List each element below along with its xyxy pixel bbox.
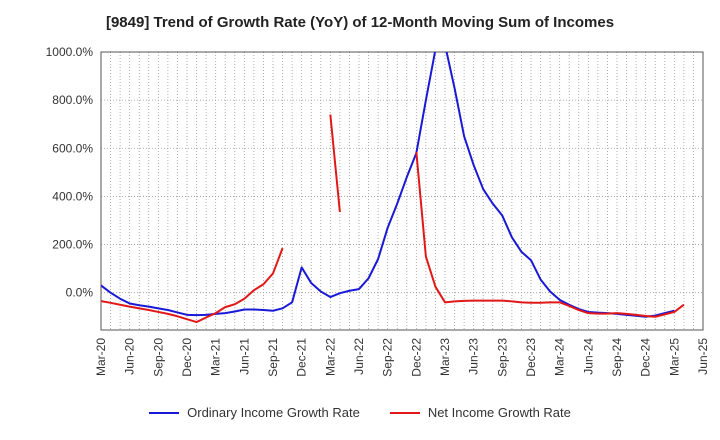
- x-tick-label: Jun-20: [123, 338, 137, 375]
- x-tick-label: Dec-20: [180, 338, 194, 377]
- x-tick-label: Jun-21: [237, 338, 251, 375]
- chart-legend: Ordinary Income Growth Rate Net Income G…: [0, 405, 720, 420]
- x-tick-label: Sep-22: [381, 338, 395, 377]
- legend-item-net-income: Net Income Growth Rate: [389, 405, 571, 420]
- x-tick-label: Jun-22: [352, 338, 366, 375]
- plot-area-border: [100, 51, 704, 331]
- x-tick-label: Dec-24: [639, 338, 653, 377]
- y-tick-label: 1000.0%: [46, 45, 94, 59]
- y-tick-label: 800.0%: [52, 93, 93, 107]
- x-tick-label: Sep-24: [610, 338, 624, 377]
- x-tick-label: Mar-25: [667, 338, 681, 376]
- legend-label-net-income: Net Income Growth Rate: [427, 405, 571, 420]
- x-tick-label: Sep-20: [151, 338, 165, 377]
- series-line-net-income: [101, 247, 284, 324]
- y-tick-label: 0.0%: [66, 286, 94, 300]
- x-tick-label: Mar-22: [323, 338, 337, 376]
- series-line-net-income: [415, 151, 685, 318]
- x-tick-label: Sep-21: [266, 338, 280, 377]
- x-tick-label: Sep-23: [495, 338, 509, 377]
- x-tick-label: Jun-24: [581, 338, 595, 375]
- x-tick-label: Mar-20: [94, 338, 108, 376]
- x-tick-label: Mar-24: [553, 338, 567, 376]
- y-tick-label: 400.0%: [52, 189, 93, 203]
- x-tick-label: Dec-21: [295, 338, 309, 377]
- legend-item-ordinary-income: Ordinary Income Growth Rate: [149, 405, 360, 420]
- series-line-net-income: [329, 114, 341, 213]
- y-tick-label: 600.0%: [52, 141, 93, 155]
- x-tick-label: Mar-23: [438, 338, 452, 376]
- x-tick-label: Jun-23: [467, 338, 481, 375]
- x-tick-label: Dec-23: [524, 338, 538, 377]
- legend-swatch-ordinary-income: [149, 411, 180, 414]
- x-tick-label: Dec-22: [409, 338, 423, 377]
- x-tick-label: Mar-21: [209, 338, 223, 376]
- x-tick-label: Jun-25: [696, 338, 710, 375]
- legend-label-ordinary-income: Ordinary Income Growth Rate: [187, 405, 360, 420]
- legend-swatch-net-income: [389, 411, 420, 414]
- y-tick-label: 200.0%: [52, 238, 93, 252]
- chart-title: [9849] Trend of Growth Rate (YoY) of 12-…: [105, 14, 615, 31]
